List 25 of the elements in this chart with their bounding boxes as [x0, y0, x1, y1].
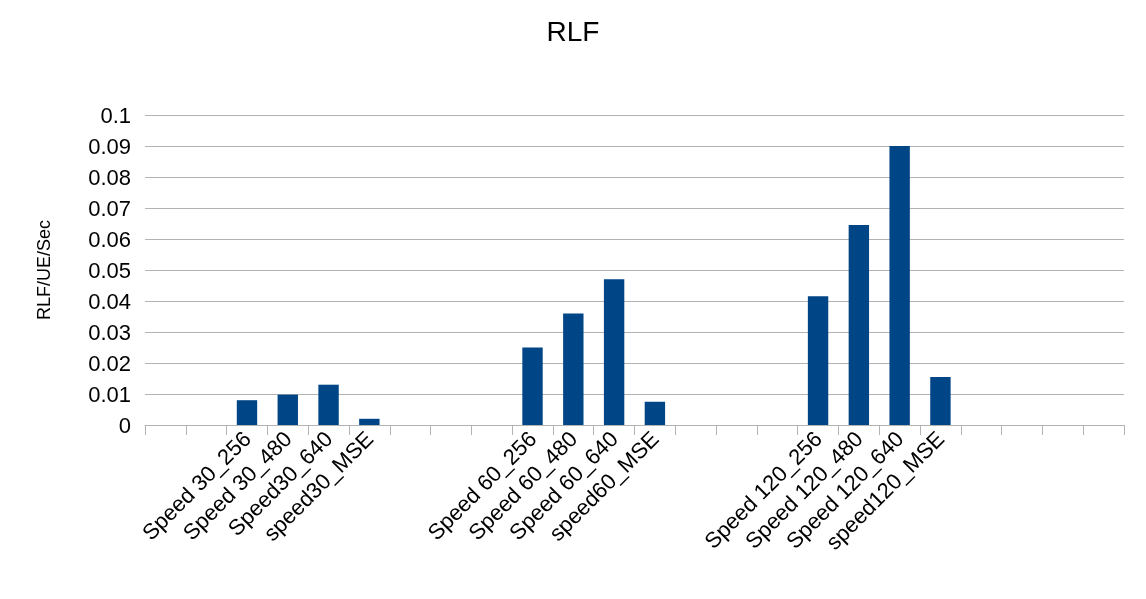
- bar: [359, 418, 380, 425]
- bar: [277, 394, 298, 425]
- y-tick-label: 0: [118, 412, 131, 438]
- y-tick-label: 0.07: [88, 195, 131, 221]
- bar: [318, 384, 339, 425]
- y-tick-label: 0.06: [88, 226, 131, 252]
- bar: [522, 347, 543, 425]
- y-tick-label: 0.03: [88, 319, 131, 345]
- bar: [644, 401, 666, 425]
- bar: [930, 376, 951, 425]
- bar: [889, 146, 910, 425]
- y-axis-title: RLF/UE/Sec: [34, 219, 54, 321]
- y-tick-label: 0.09: [88, 133, 131, 159]
- bar: [807, 296, 829, 425]
- y-tick-label: 0.1: [100, 102, 131, 128]
- bar: [236, 400, 258, 425]
- bar: [848, 225, 870, 425]
- bar: [563, 313, 584, 425]
- bar: [603, 279, 625, 425]
- chart-title: RLF: [546, 15, 600, 47]
- y-tick-label: 0.02: [88, 350, 131, 376]
- y-tick-label: 0.01: [88, 381, 131, 407]
- y-tick-label: 0.04: [88, 288, 131, 314]
- y-tick-label: 0.08: [88, 164, 131, 190]
- y-tick-label: 0.05: [88, 257, 131, 283]
